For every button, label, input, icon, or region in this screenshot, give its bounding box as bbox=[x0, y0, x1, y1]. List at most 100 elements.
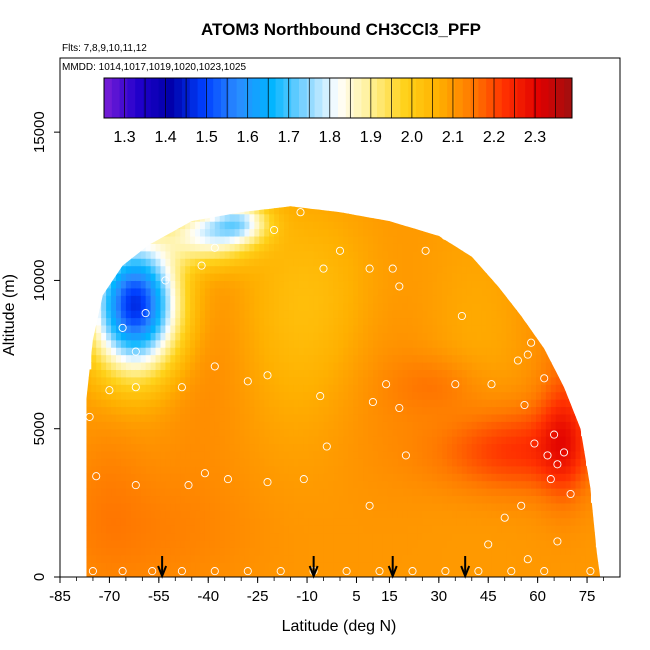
heatmap-cell bbox=[427, 354, 433, 363]
heatmap-cell bbox=[308, 413, 315, 422]
heatmap-cell bbox=[343, 562, 349, 571]
heatmap-cell bbox=[531, 554, 537, 563]
heatmap-cell bbox=[343, 436, 349, 445]
heatmap-cell bbox=[313, 376, 320, 385]
heatmap-cell bbox=[219, 517, 226, 526]
heatmap-cell bbox=[466, 324, 473, 333]
heatmap-cell bbox=[417, 502, 423, 511]
heatmap-cell bbox=[536, 436, 542, 445]
heatmap-cell bbox=[298, 339, 305, 348]
heatmap-cell bbox=[387, 428, 394, 437]
heatmap-cell bbox=[417, 310, 423, 319]
heatmap-cell bbox=[323, 206, 330, 215]
heatmap-cell bbox=[496, 280, 503, 289]
heatmap-cell bbox=[130, 391, 137, 400]
heatmap-cell bbox=[377, 413, 384, 422]
heatmap-cell bbox=[402, 450, 409, 459]
heatmap-cell bbox=[402, 213, 409, 222]
heatmap-cell bbox=[476, 265, 483, 274]
heatmap-cell bbox=[466, 465, 473, 474]
heatmap-cell bbox=[244, 310, 251, 319]
heatmap-cell bbox=[165, 287, 171, 296]
heatmap-cell bbox=[412, 450, 419, 459]
heatmap-cell bbox=[288, 406, 295, 415]
heatmap-cell bbox=[303, 369, 310, 378]
heatmap-cell bbox=[150, 532, 157, 541]
heatmap-cell bbox=[392, 488, 399, 497]
heatmap-cell bbox=[407, 488, 414, 497]
heatmap-cell bbox=[239, 206, 246, 215]
heatmap-cell bbox=[496, 569, 503, 578]
heatmap-cell bbox=[536, 525, 542, 534]
heatmap-cell bbox=[412, 495, 419, 504]
heatmap-cell bbox=[264, 532, 270, 541]
heatmap-cell bbox=[318, 324, 325, 333]
heatmap-cell bbox=[160, 562, 167, 571]
sample-point bbox=[408, 567, 417, 576]
heatmap-cell bbox=[382, 399, 389, 408]
heatmap-cell bbox=[348, 384, 354, 393]
heatmap-cell bbox=[175, 354, 181, 363]
heatmap-cell bbox=[313, 310, 320, 319]
heatmap-cell bbox=[363, 302, 369, 311]
heatmap-cell bbox=[565, 406, 572, 415]
heatmap-cell bbox=[565, 428, 572, 437]
heatmap-cell bbox=[466, 280, 473, 289]
heatmap-cell bbox=[531, 488, 537, 497]
heatmap-cell bbox=[343, 376, 349, 385]
heatmap-cell bbox=[200, 399, 206, 408]
heatmap-cell bbox=[363, 235, 369, 244]
heatmap-cell bbox=[219, 361, 226, 370]
heatmap-cell bbox=[377, 206, 384, 215]
colorbar-tick-label: 2.0 bbox=[401, 129, 423, 146]
heatmap-cell bbox=[264, 406, 270, 415]
heatmap-cell bbox=[442, 480, 448, 489]
heatmap-cell bbox=[288, 495, 295, 504]
heatmap-cell bbox=[348, 399, 354, 408]
heatmap-cell bbox=[224, 517, 231, 526]
heatmap-cell bbox=[555, 539, 562, 548]
heatmap-cell bbox=[397, 562, 404, 571]
heatmap-cell bbox=[382, 369, 389, 378]
sample-point bbox=[441, 567, 450, 576]
heatmap-cell bbox=[501, 547, 507, 556]
heatmap-cell bbox=[382, 525, 389, 534]
heatmap-cell bbox=[170, 421, 176, 430]
heatmap-cell bbox=[417, 495, 423, 504]
heatmap-cell bbox=[540, 384, 547, 393]
heatmap-cell bbox=[496, 421, 503, 430]
heatmap-cell bbox=[96, 562, 102, 571]
heatmap-cell bbox=[363, 310, 369, 319]
heatmap-cell bbox=[135, 421, 142, 430]
heatmap-cell bbox=[358, 421, 364, 430]
heatmap-cell bbox=[407, 465, 414, 474]
heatmap-cell bbox=[106, 302, 112, 311]
colorbar-segment bbox=[205, 78, 214, 118]
heatmap-cell bbox=[531, 465, 537, 474]
heatmap-cell bbox=[219, 280, 226, 289]
heatmap-cell bbox=[387, 332, 394, 341]
heatmap-cell bbox=[145, 391, 152, 400]
heatmap-cell bbox=[402, 265, 409, 274]
heatmap-cell bbox=[130, 488, 137, 497]
heatmap-cell bbox=[165, 310, 171, 319]
heatmap-cell bbox=[432, 354, 438, 363]
heatmap-cell bbox=[461, 391, 468, 400]
heatmap-cell bbox=[377, 317, 384, 326]
heatmap-cell bbox=[407, 384, 414, 393]
x-axis-label: Latitude (deg N) bbox=[282, 618, 397, 635]
heatmap-cell bbox=[565, 413, 572, 422]
sample-point bbox=[161, 276, 170, 285]
heatmap-cell bbox=[447, 354, 453, 363]
heatmap-cell bbox=[254, 339, 260, 348]
heatmap-cell bbox=[145, 384, 152, 393]
heatmap-cell bbox=[486, 554, 493, 563]
heatmap-cell bbox=[550, 547, 557, 556]
heatmap-cell bbox=[190, 399, 196, 408]
heatmap-cell bbox=[353, 369, 359, 378]
heatmap-cell bbox=[106, 317, 112, 326]
heatmap-cell bbox=[180, 317, 186, 326]
heatmap-cell bbox=[402, 428, 409, 437]
heatmap-cell bbox=[456, 317, 463, 326]
heatmap-cell bbox=[318, 539, 325, 548]
